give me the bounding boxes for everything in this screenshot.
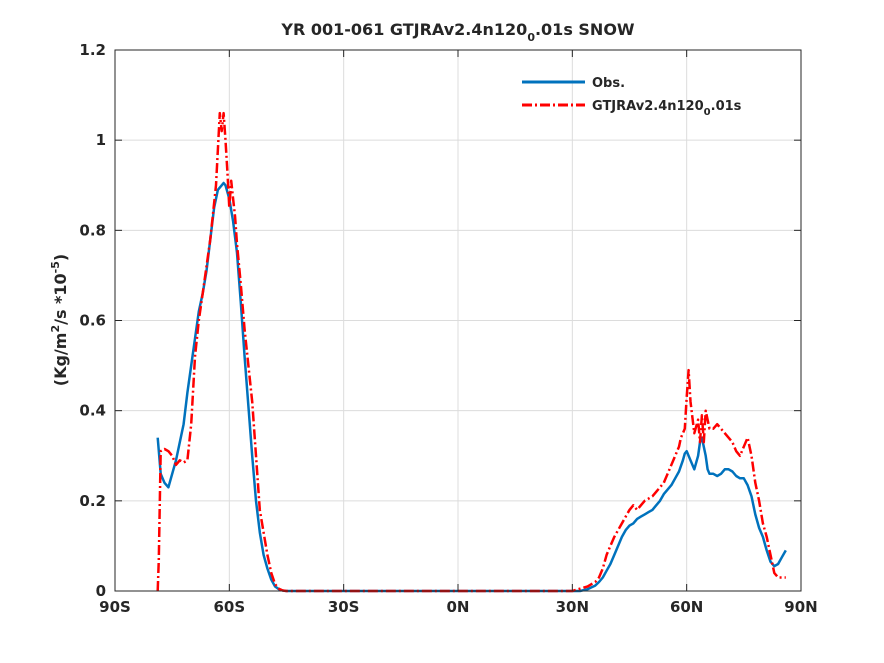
- y-axis-label-main: (Kg/m: [51, 333, 70, 387]
- y-tick-label: 0.4: [79, 402, 106, 420]
- y-tick-label: 0: [96, 582, 106, 600]
- x-tick-label: 0N: [447, 598, 470, 616]
- x-tick-label: 60S: [213, 598, 245, 616]
- legend-label-obs: Obs.: [592, 76, 625, 91]
- series-layer: [156, 111, 787, 593]
- y-axis-label-sup1: 2: [49, 325, 62, 333]
- chart-title-main: YR 001-061 GTJRAv2.4n120: [280, 20, 527, 39]
- chart-title-subscript: 0: [527, 31, 535, 44]
- y-tick-label: 0.8: [79, 221, 106, 239]
- y-axis-label-end: ): [51, 254, 70, 261]
- y-axis-label-mid: /s *10: [51, 273, 70, 325]
- series-line-obs: [156, 181, 787, 593]
- legend: Obs. GTJRAv2.4n1200.01s: [522, 76, 742, 118]
- y-tick-label: 0.2: [79, 492, 106, 510]
- legend-label-model-main: GTJRAv2.4n120: [592, 99, 704, 114]
- x-tick-label: 30S: [328, 598, 360, 616]
- y-tick-label: 0.6: [79, 312, 106, 330]
- y-tick-labels: 0 0.2 0.4 0.6 0.8 1 1.2: [79, 41, 106, 600]
- x-tick-label: 30N: [556, 598, 589, 616]
- x-tick-label: 90S: [99, 598, 131, 616]
- legend-label-model-suffix: .01s: [711, 99, 742, 114]
- chart-title-suffix: .01s SNOW: [535, 20, 635, 39]
- y-axis-label-sup2: -5: [49, 261, 62, 273]
- y-tick-label: 1.2: [79, 41, 106, 59]
- y-tick-label: 1: [96, 131, 106, 149]
- legend-label-model-subscript: 0: [704, 107, 711, 118]
- legend-label-model: GTJRAv2.4n1200.01s: [592, 99, 742, 118]
- chart-title: YR 001-061 GTJRAv2.4n1200.01s SNOW: [280, 20, 635, 44]
- x-tick-labels: 90S 60S 30S 0N 30N 60N 90N: [99, 598, 818, 616]
- x-tick-label: 60N: [670, 598, 703, 616]
- y-axis-label: (Kg/m2/s *10-5): [49, 254, 70, 386]
- ticks: [114, 49, 802, 592]
- x-tick-label: 90N: [784, 598, 817, 616]
- series-line-model: [156, 111, 786, 593]
